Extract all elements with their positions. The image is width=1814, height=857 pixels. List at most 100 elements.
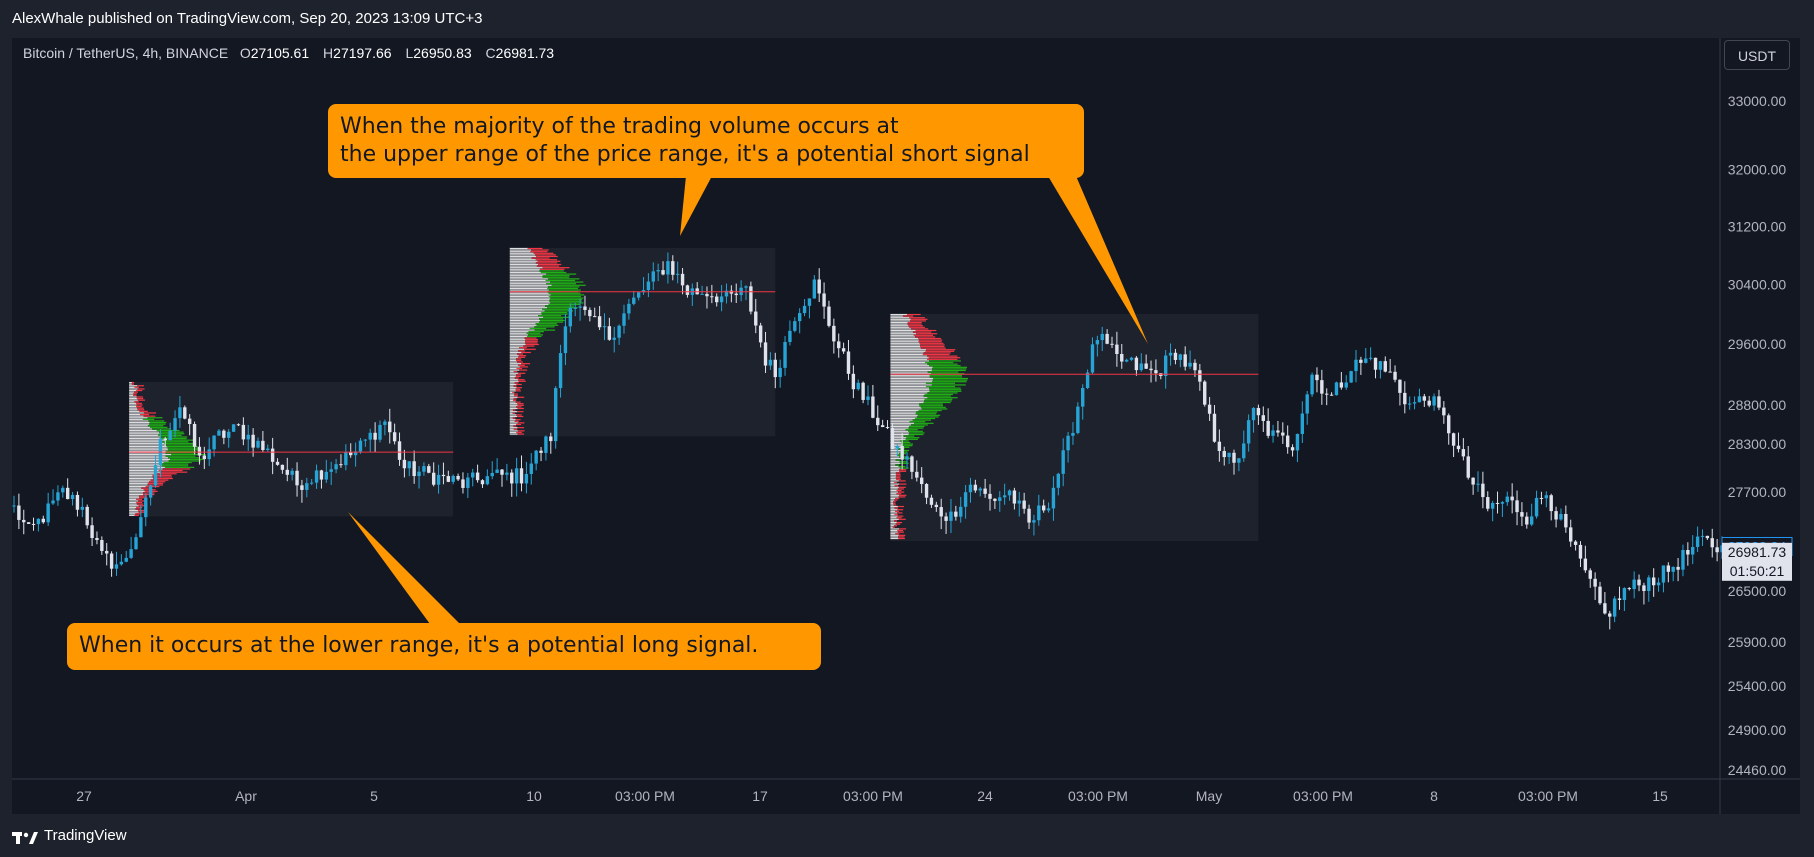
volume-row-neutral	[890, 523, 896, 525]
volume-row-value-area	[931, 384, 966, 386]
volume-row-neutral	[509, 265, 537, 267]
volume-row-neutral	[890, 485, 895, 487]
symbol-label[interactable]: Bitcoin / TetherUS, 4h, BINANCE	[23, 45, 229, 61]
symbol-legend: Bitcoin / TetherUS, 4h, BINANCE O27105.6…	[23, 43, 564, 63]
candle	[119, 554, 124, 566]
candle	[539, 447, 543, 462]
volume-row-neutral	[129, 428, 153, 430]
volume-row-outside	[907, 321, 922, 324]
volume-row-neutral	[509, 393, 515, 395]
candle	[1285, 425, 1290, 454]
volume-row-outside	[521, 351, 531, 354]
volume-row-outside	[910, 318, 928, 320]
volume-row-neutral	[509, 404, 518, 406]
candle	[261, 430, 265, 453]
volume-row-neutral	[129, 396, 137, 398]
candle	[617, 324, 621, 345]
candle	[1183, 346, 1187, 371]
volume-row-neutral	[129, 444, 166, 446]
candle	[1476, 471, 1480, 492]
volume-row-outside	[515, 388, 521, 390]
price-tick-label: 24900.00	[1728, 722, 1787, 738]
candle	[1588, 568, 1592, 588]
volume-row-neutral	[890, 488, 898, 490]
candle	[109, 551, 114, 577]
candle	[373, 422, 377, 453]
volume-row-outside	[896, 521, 903, 524]
volume-row-neutral	[509, 334, 529, 336]
candle	[1032, 514, 1036, 536]
candle	[1129, 356, 1134, 361]
currency-unit-button[interactable]: USDT	[1724, 40, 1790, 70]
volume-row-neutral	[890, 421, 910, 423]
candle	[397, 432, 402, 466]
candle	[212, 435, 216, 457]
volume-row-value-area	[918, 409, 942, 412]
volume-row-neutral	[890, 313, 908, 316]
volume-row-outside	[518, 364, 525, 366]
candle	[588, 307, 592, 322]
volume-row-neutral	[890, 374, 930, 376]
footer-branding[interactable]: TradingView	[12, 822, 127, 850]
candle	[983, 478, 987, 498]
volume-row-neutral	[509, 263, 539, 266]
tradingview-logo-icon	[12, 828, 40, 844]
volume-row-neutral	[129, 513, 136, 515]
low-label: L	[405, 45, 414, 61]
volume-row-value-area	[161, 465, 189, 467]
candle	[1569, 519, 1573, 547]
candle	[1090, 337, 1095, 375]
volume-row-neutral	[509, 374, 516, 376]
volume-row-outside	[536, 255, 558, 258]
volume-row-value-area	[545, 279, 576, 282]
volume-row-neutral	[509, 403, 518, 405]
candle	[934, 501, 939, 512]
volume-row-neutral	[509, 297, 551, 299]
candle	[817, 268, 821, 303]
candle	[1354, 349, 1358, 383]
volume-row-value-area	[534, 329, 556, 331]
candle	[778, 359, 782, 388]
volume-row-neutral	[890, 536, 899, 538]
volume-row-outside	[517, 415, 524, 418]
volume-row-outside	[136, 397, 144, 400]
candle	[700, 285, 704, 295]
time-tick-label: 17	[752, 788, 768, 804]
candle	[832, 318, 836, 354]
volume-row-outside	[518, 350, 525, 352]
volume-row-neutral	[129, 458, 171, 460]
candle	[1290, 444, 1295, 457]
candle	[1271, 424, 1275, 443]
volume-row-outside	[520, 363, 531, 365]
candle	[56, 485, 60, 506]
volume-row-neutral	[890, 467, 901, 469]
volume-row-neutral	[890, 405, 920, 407]
candle	[968, 477, 973, 503]
price-tick-label: 32000.00	[1728, 162, 1787, 178]
volume-row-neutral	[890, 409, 919, 412]
candle	[1656, 577, 1661, 592]
candle	[973, 479, 978, 493]
volume-row-neutral	[890, 389, 930, 391]
volume-row-neutral	[129, 500, 139, 502]
candle	[583, 295, 587, 316]
volume-row-neutral	[890, 528, 900, 530]
volume-row-neutral	[509, 419, 516, 421]
volume-row-neutral	[890, 430, 909, 432]
volume-row-neutral	[890, 363, 928, 365]
volume-row-value-area	[916, 416, 939, 418]
volume-row-neutral	[890, 515, 898, 517]
volume-row-value-area	[916, 411, 938, 413]
volume-row-neutral	[890, 323, 908, 325]
volume-row-value-area	[540, 319, 565, 322]
volume-row-neutral	[509, 337, 525, 339]
candle	[500, 468, 504, 487]
volume-row-neutral	[129, 505, 139, 507]
volume-row-outside	[895, 477, 901, 479]
volume-row-outside	[136, 389, 143, 392]
volume-row-neutral	[890, 481, 894, 484]
volume-row-outside	[894, 520, 898, 522]
candle	[12, 495, 16, 513]
volume-row-value-area	[529, 327, 547, 330]
